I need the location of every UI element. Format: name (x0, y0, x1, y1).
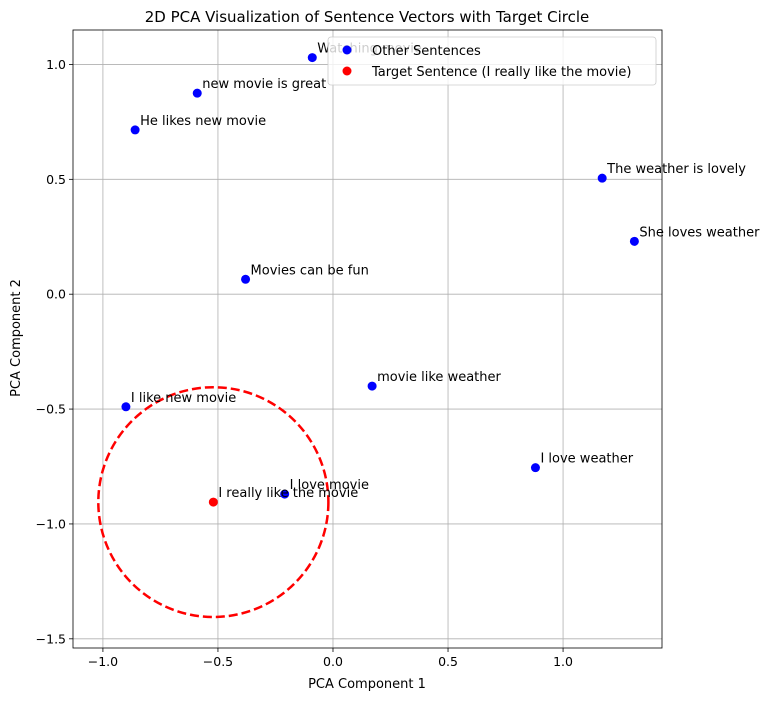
sentence-point (629, 236, 639, 246)
target-circle (97, 385, 330, 619)
legend-marker (342, 45, 352, 55)
target-point-label: I really like the movie (218, 486, 358, 501)
sentence-point (597, 173, 607, 183)
sentence-label: movie like weather (377, 370, 501, 385)
sentence-point (307, 53, 317, 63)
legend-label: Target Sentence (I really like the movie… (371, 65, 631, 80)
x-tick-label: 0.5 (438, 654, 458, 669)
y-axis-label: PCA Component 2 (9, 279, 24, 397)
sentence-label: I love weather (540, 452, 633, 467)
sentence-label: He likes new movie (140, 114, 266, 129)
y-tick-label: 0.5 (46, 172, 66, 187)
legend-label: Other Sentences (372, 44, 481, 59)
sentence-point (530, 463, 540, 473)
x-tick-label: −1.0 (88, 654, 118, 669)
plot-frame (72, 29, 663, 649)
sentence-label: new movie is great (202, 77, 326, 92)
sentence-label: I love movie (290, 478, 369, 493)
sentence-label: Movies can be fun (251, 263, 369, 278)
y-tick-label: −0.5 (36, 402, 66, 417)
y-tick-label: −1.5 (36, 631, 66, 646)
target-point (208, 497, 218, 507)
sentence-label: She loves weather (639, 225, 760, 240)
sentence-point (130, 125, 140, 135)
legend-box (327, 36, 657, 86)
sentence-point (121, 402, 131, 412)
sentence-label: I like new movie (131, 391, 236, 406)
legend-marker (342, 66, 352, 76)
sentence-point (192, 88, 202, 98)
sentence-point (280, 489, 290, 499)
x-tick-label: 0.0 (323, 654, 343, 669)
y-tick-label: 1.0 (46, 57, 66, 72)
y-tick-label: 0.0 (46, 287, 66, 302)
x-tick-label: −0.5 (203, 654, 233, 669)
y-tick-label: −1.0 (36, 516, 66, 531)
sentence-point (241, 274, 251, 284)
sentence-point (367, 381, 377, 391)
sentence-label: The weather is lovely (606, 162, 746, 177)
x-tick-label: 1.0 (553, 654, 573, 669)
x-axis-label: PCA Component 1 (308, 677, 426, 692)
chart-title: 2D PCA Visualization of Sentence Vectors… (145, 8, 590, 26)
